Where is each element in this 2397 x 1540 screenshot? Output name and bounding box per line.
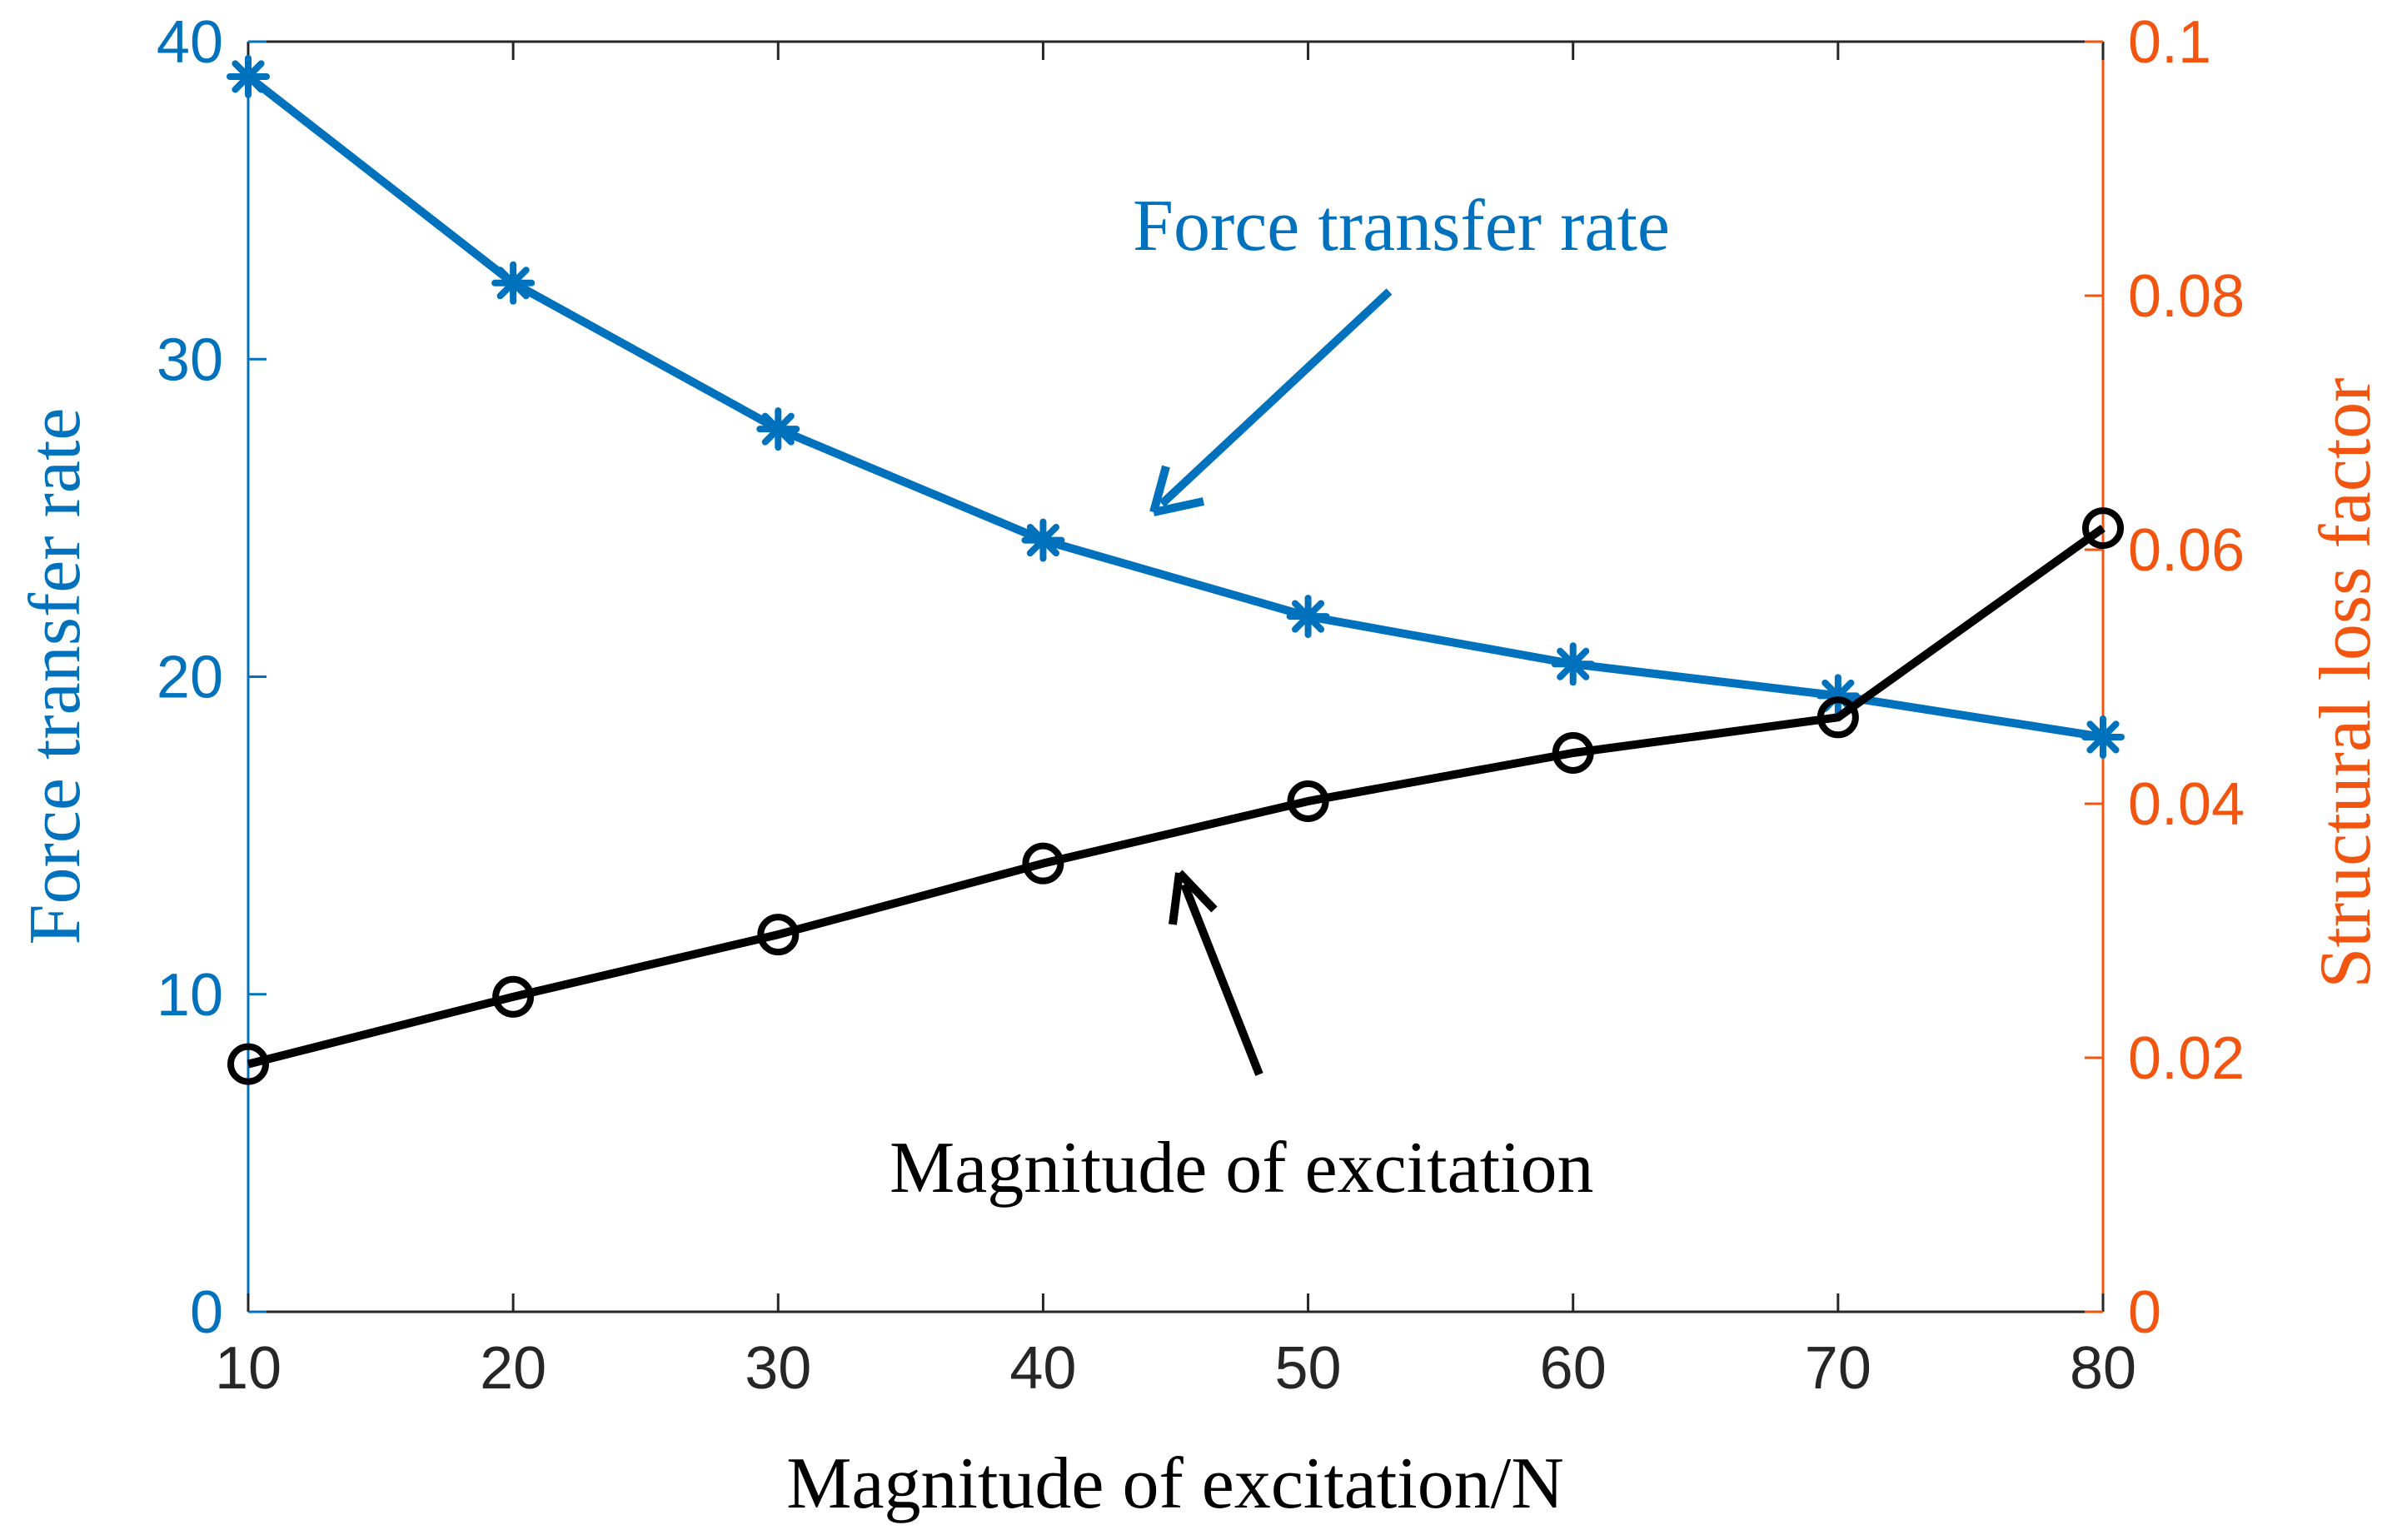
annotation-magnitude-of-excitation: Magnitude of excitation — [890, 1128, 1594, 1209]
x-tick-label: 20 — [480, 1335, 546, 1402]
left-y-tick-label: 30 — [157, 326, 223, 393]
arrow-magnitude-head — [1169, 870, 1218, 925]
x-tick-label: 50 — [1275, 1335, 1342, 1402]
left-y-tick-label: 0 — [190, 1279, 223, 1346]
data-point-force-transfer-rate — [227, 54, 270, 98]
right-y-tick-label: 0.08 — [2128, 263, 2245, 330]
asterisk-stroke — [761, 412, 795, 446]
x-tick-label: 40 — [1009, 1335, 1076, 1402]
data-point-force-transfer-rate — [2081, 715, 2125, 759]
arrow-force-transfer-rate-shaft — [1159, 288, 1393, 507]
asterisk-stroke — [232, 60, 265, 93]
x-tick-label: 60 — [1540, 1335, 1607, 1402]
x-axis-label: Magnitude of excitation/N — [786, 1443, 1564, 1524]
series-line-force-transfer-rate — [245, 72, 2104, 741]
data-point-force-transfer-rate — [1286, 595, 1330, 639]
asterisk-stroke — [2086, 720, 2120, 754]
x-tick-label: 80 — [2070, 1335, 2136, 1402]
series-line-structural-loss-factor — [247, 525, 2105, 1069]
x-tick-label: 10 — [215, 1335, 282, 1402]
right-y-tick-label: 0.02 — [2128, 1025, 2245, 1092]
x-tick-label: 70 — [1805, 1335, 1871, 1402]
left-y-tick-label: 10 — [157, 962, 223, 1029]
x-tick-label: 30 — [745, 1335, 811, 1402]
asterisk-stroke — [1292, 600, 1325, 633]
data-point-structural-loss-factor — [2082, 507, 2124, 550]
left-y-tick-label: 40 — [157, 9, 223, 76]
left-y-axis-label: Force transfer rate — [15, 408, 96, 945]
right-y-tick-label: 0 — [2128, 1279, 2161, 1346]
data-point-structural-loss-factor — [1287, 780, 1329, 822]
asterisk-stroke — [496, 267, 530, 300]
annotation-force-transfer-rate: Force transfer rate — [1133, 186, 1670, 267]
arrow-magnitude-shaft — [1180, 883, 1263, 1076]
asterisk-stroke — [1557, 647, 1590, 680]
right-y-axis-label: Structural loss factor — [2305, 377, 2386, 988]
data-point-structural-loss-factor — [1552, 732, 1594, 774]
data-point-structural-loss-factor — [1022, 842, 1064, 885]
data-point-structural-loss-factor — [757, 914, 800, 956]
data-point-structural-loss-factor — [227, 1043, 269, 1085]
data-point-structural-loss-factor — [1816, 696, 1859, 739]
data-point-force-transfer-rate — [756, 407, 800, 451]
data-point-force-transfer-rate — [491, 261, 536, 305]
right-y-tick-label: 0.04 — [2128, 771, 2245, 838]
arrow-force-transfer-rate-head — [1149, 465, 1205, 516]
left-y-tick-label: 20 — [157, 645, 223, 711]
right-y-tick-label: 0.06 — [2128, 517, 2245, 584]
right-y-tick-label: 0.1 — [2128, 9, 2211, 76]
asterisk-stroke — [1026, 524, 1059, 557]
data-point-structural-loss-factor — [492, 975, 535, 1018]
data-point-force-transfer-rate — [1551, 642, 1595, 686]
data-point-force-transfer-rate — [1021, 518, 1065, 562]
